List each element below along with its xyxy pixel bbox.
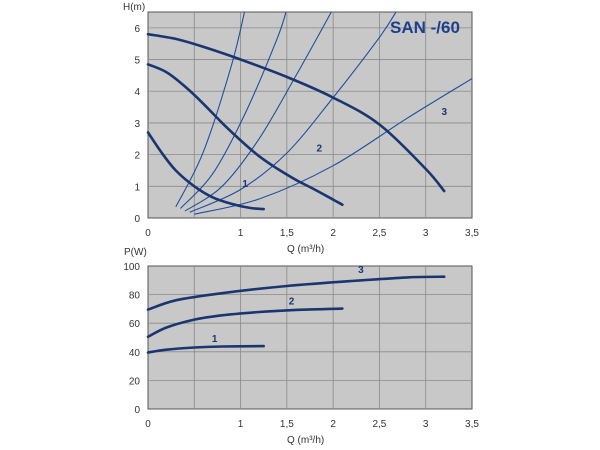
- y-tick-label: 100: [123, 262, 140, 273]
- system-curve: [179, 12, 287, 209]
- head-x-axis-label: Q (m³/h): [287, 244, 324, 255]
- x-tick-label: 3,5: [465, 419, 479, 430]
- y-tick-label: 5: [134, 56, 140, 67]
- y-tick-label: 80: [129, 291, 141, 302]
- x-tick-label: 3,5: [465, 228, 479, 239]
- x-tick-label: 1: [238, 228, 244, 239]
- speed-curve-2: [146, 63, 344, 206]
- system-curve: [194, 78, 472, 215]
- speed-curve-1: [146, 344, 265, 354]
- speed-curve-1: [146, 131, 265, 211]
- y-tick-label: 40: [129, 348, 141, 359]
- speed-label-3: 3: [441, 107, 447, 118]
- system-curve: [184, 12, 332, 212]
- head-series-group: 1 2 3: [146, 32, 447, 211]
- speed-curve-3: [146, 32, 446, 193]
- head-y-axis-label: H(m): [123, 2, 145, 13]
- x-tick-label: 2: [330, 419, 336, 430]
- head-y-ticks: 0 1 2 3 4 5 6: [134, 24, 140, 225]
- power-y-ticks: 0 20 40 60 80 100: [123, 262, 140, 416]
- speed-curve-2: [146, 307, 344, 339]
- y-tick-label: 0: [134, 214, 140, 225]
- power-x-ticks: 0 1 1,5 2 2,5 3 3,5: [145, 419, 479, 430]
- speed-curve-3: [146, 275, 446, 311]
- y-tick-label: 20: [129, 376, 141, 387]
- x-tick-label: 0: [145, 419, 151, 430]
- y-tick-label: 3: [134, 119, 140, 130]
- x-tick-label: 2: [330, 228, 336, 239]
- speed-label-1: 1: [242, 179, 248, 190]
- power-x-axis-label: Q (m³/h): [287, 435, 324, 446]
- x-tick-label: 1,5: [280, 419, 294, 430]
- power-plot-area: [147, 265, 473, 410]
- power-gridlines: [148, 266, 472, 409]
- y-tick-label: 6: [134, 24, 140, 35]
- system-curve: [189, 12, 397, 213]
- head-gridlines: [148, 12, 472, 218]
- speed-label-3: 3: [358, 265, 364, 276]
- speed-label-2: 2: [289, 297, 295, 308]
- x-tick-label: 3: [423, 228, 429, 239]
- x-tick-label: 1: [238, 419, 244, 430]
- x-tick-label: 2,5: [372, 228, 386, 239]
- power-chart: 1 2 3 0 1 1,5 2 2,5 3 3,5 0 20 40 60 80 100 P(W) Q (m…: [123, 247, 479, 446]
- x-tick-label: 1,5: [280, 228, 294, 239]
- speed-label-1: 1: [212, 334, 218, 345]
- x-tick-label: 2,5: [372, 419, 386, 430]
- y-tick-label: 1: [134, 182, 140, 193]
- chart-title: SAN -/60: [390, 18, 460, 37]
- speed-label-2: 2: [316, 143, 322, 154]
- x-tick-label: 0: [145, 228, 151, 239]
- y-tick-label: 4: [134, 87, 140, 98]
- x-tick-label: 3: [423, 419, 429, 430]
- head-x-ticks: 0 1 1,5 2 2,5 3 3,5: [145, 228, 479, 239]
- power-y-axis-label: P(W): [124, 247, 147, 258]
- y-tick-label: 0: [134, 405, 140, 416]
- y-tick-label: 60: [129, 319, 141, 330]
- power-series-group: 1 2 3: [146, 265, 446, 354]
- y-tick-label: 2: [134, 151, 140, 162]
